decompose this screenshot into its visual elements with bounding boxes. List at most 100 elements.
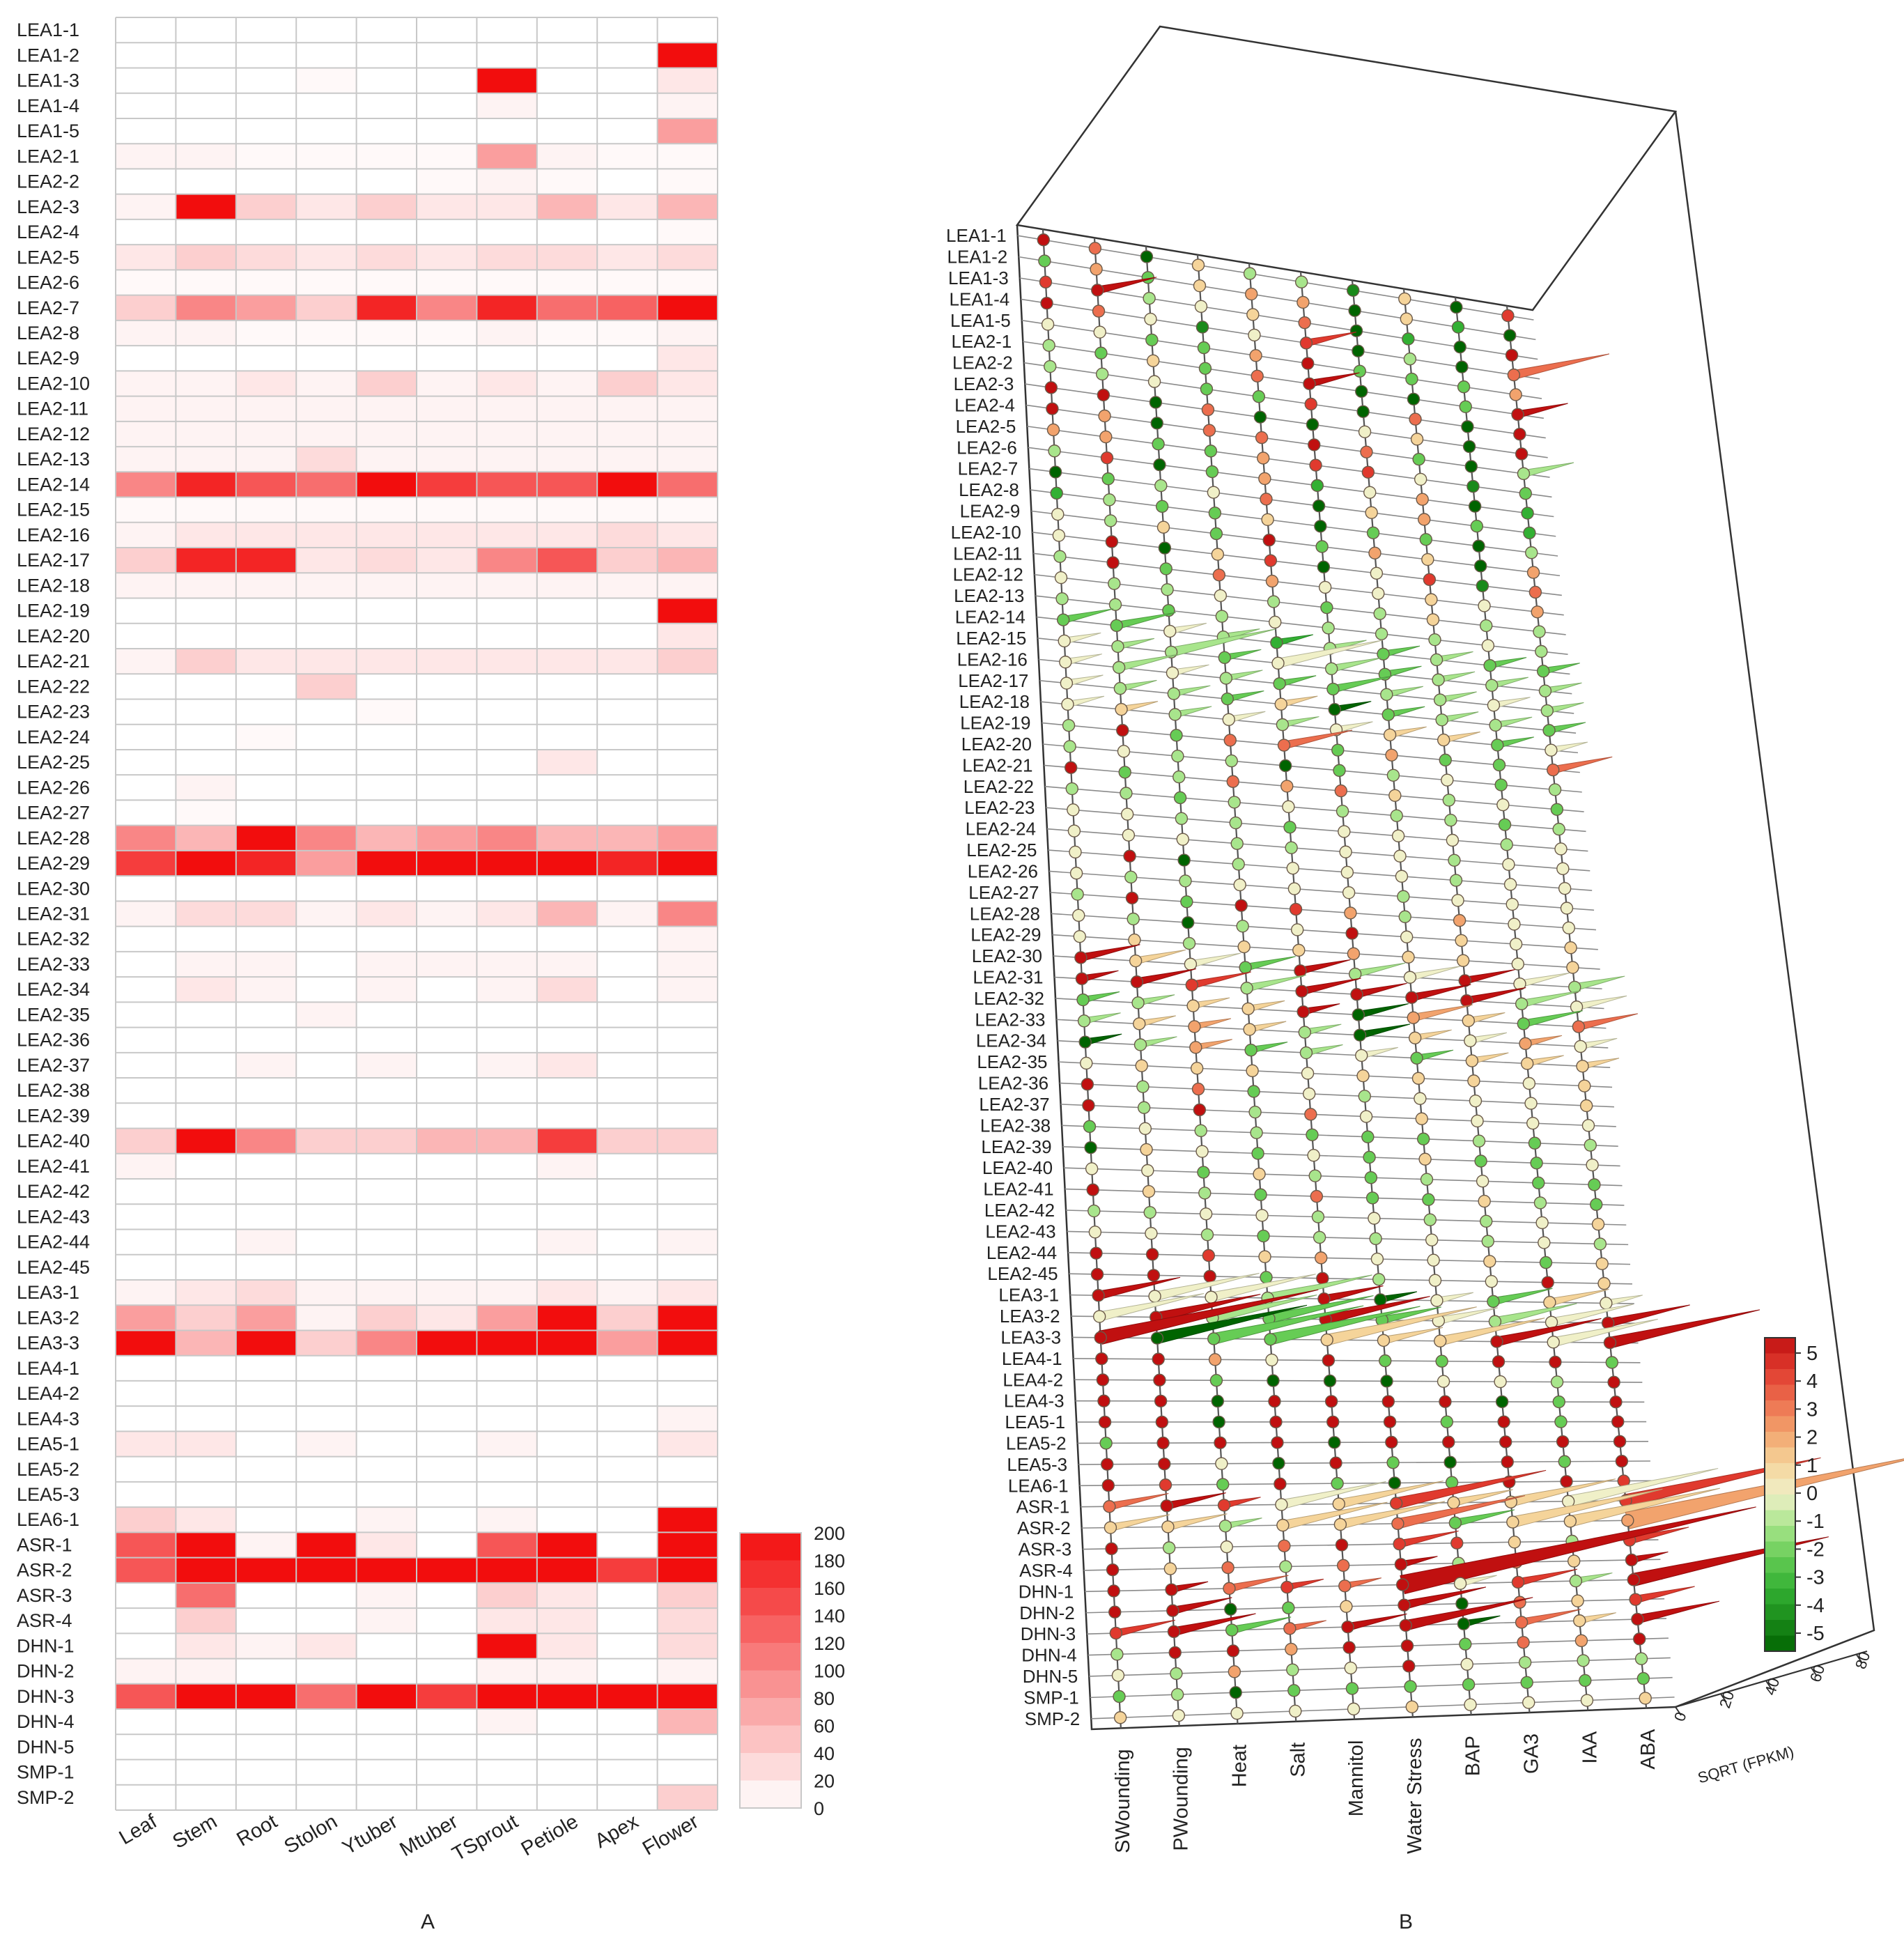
- heatmap-cell: [477, 749, 537, 775]
- expression-point: [1243, 267, 1257, 280]
- expression-point: [1347, 1702, 1361, 1716]
- heatmap-cell: [657, 1229, 718, 1255]
- heatmap-cell: [417, 346, 477, 371]
- heatmap-cell: [597, 598, 658, 624]
- gene-label: LEA2-31: [17, 904, 90, 925]
- expression-point: [1494, 1375, 1507, 1389]
- expression-point: [1439, 1395, 1452, 1408]
- heatmap-cell: [657, 573, 718, 598]
- expression-cone: [1304, 332, 1357, 347]
- heatmap-cell: [235, 926, 297, 952]
- expression-point: [1088, 242, 1102, 255]
- heatmap-row: [116, 472, 718, 497]
- heatmap-cell: [235, 1052, 297, 1079]
- gene-gridline: [1060, 1104, 1616, 1127]
- heatmap-cell: [597, 977, 658, 1003]
- expression-point: [1402, 1660, 1416, 1673]
- heatmap-cell: [536, 245, 598, 270]
- expression-point: [1301, 357, 1315, 370]
- expression-point: [1100, 451, 1114, 465]
- expression-point: [1158, 541, 1172, 555]
- heatmap-cell: [235, 825, 297, 851]
- heatmap-row: [116, 1784, 718, 1810]
- expression-point: [1586, 1158, 1599, 1172]
- expression-point: [1447, 1496, 1460, 1509]
- heatmap-cell: [417, 1709, 477, 1735]
- heatmap-cell: [235, 219, 297, 245]
- heatmap-cell: [657, 472, 718, 497]
- heatmap-cell: [235, 1532, 297, 1558]
- expression-cone: [1165, 1492, 1226, 1511]
- heatmap-cell: [296, 270, 357, 295]
- expression-point: [1313, 1230, 1326, 1244]
- heatmap-cell: [176, 447, 236, 472]
- gene-label: LEA2-6: [17, 272, 79, 293]
- heatmap-grid: [115, 17, 718, 1811]
- heatmap-cell: [417, 1658, 477, 1684]
- expression-point: [1085, 1162, 1099, 1175]
- expression-point: [1522, 1076, 1536, 1090]
- expression-point: [1199, 1207, 1213, 1221]
- heatmap-row: [116, 1456, 718, 1482]
- legend-tick-label: -1: [1806, 1511, 1825, 1533]
- expression-cone: [1522, 462, 1574, 478]
- expression-point: [1059, 656, 1072, 669]
- heatmap-cell: [597, 1078, 658, 1104]
- expression-point: [1143, 1205, 1156, 1219]
- heatmap-cell: [296, 1229, 357, 1255]
- expression-point: [1110, 619, 1123, 633]
- heatmap-cell: [176, 144, 236, 169]
- expression-point: [1377, 647, 1390, 661]
- heatmap-cell: [657, 144, 718, 169]
- heatmap-cell: [477, 522, 537, 548]
- gene-label: LEA2-15: [956, 628, 1026, 649]
- heatmap-cell: [356, 1784, 417, 1810]
- heatmap-cell: [296, 1254, 357, 1280]
- expression-point: [1360, 445, 1373, 458]
- expression-point: [1270, 636, 1283, 649]
- expression-point: [1336, 1559, 1350, 1573]
- heatmap-cell: [597, 245, 658, 270]
- heatmap-cell: [417, 1380, 477, 1407]
- expression-point: [1094, 346, 1108, 360]
- heatmap-cell: [116, 1608, 176, 1634]
- tissue-labels: Leaf Stem Root StolonYtuberMtuberTSproutPet…: [116, 1810, 703, 1866]
- heatmap-cell: [235, 1658, 297, 1684]
- expression-point: [1280, 780, 1294, 793]
- heatmap-cell: [597, 1179, 658, 1205]
- depth-tick-label: 20: [1716, 1689, 1737, 1710]
- heatmap-row: [116, 1608, 718, 1634]
- expression-point: [1372, 587, 1385, 600]
- expression-point: [1409, 412, 1422, 426]
- heatmap-row: [116, 901, 718, 927]
- heatmap-cell: [356, 977, 417, 1003]
- heatmap-cell: [597, 1254, 658, 1280]
- heatmap-cell: [536, 749, 598, 775]
- expression-point: [1161, 1520, 1175, 1534]
- gene-labels: LEA1-1LEA1-2LEA1-3LEA1-4LEA1-5LEA2-1LEA2…: [17, 20, 90, 1808]
- expression-cone: [1330, 657, 1382, 673]
- heatmap-cell: [657, 775, 718, 801]
- heatmap-cell: [116, 1128, 176, 1154]
- gene-label: LEA2-1: [952, 331, 1012, 352]
- heatmap-cell: [116, 522, 176, 548]
- expression-point: [1315, 1251, 1328, 1265]
- expression-point: [1578, 1079, 1591, 1092]
- heatmap-cell: [235, 169, 297, 194]
- heatmap-cell: [417, 648, 477, 674]
- gene-label: LEA2-29: [17, 853, 90, 874]
- expression-point: [1457, 1617, 1471, 1630]
- condition-label: Salt: [1287, 1743, 1309, 1777]
- expression-point: [1550, 1375, 1564, 1389]
- gene-label: LEA3-3: [17, 1333, 79, 1354]
- heatmap-cell: [176, 1380, 236, 1407]
- expression-point: [1501, 309, 1515, 323]
- heatmap-cell: [356, 1683, 417, 1710]
- tissue-label: Stolon: [281, 1810, 341, 1858]
- heatmap-cell: [176, 320, 236, 346]
- heatmap-cell: [417, 1557, 477, 1583]
- expression-point: [1491, 739, 1504, 752]
- heatmap-row: [116, 648, 718, 674]
- heatmap-row: [116, 1128, 718, 1154]
- heatmap-cell: [536, 724, 598, 750]
